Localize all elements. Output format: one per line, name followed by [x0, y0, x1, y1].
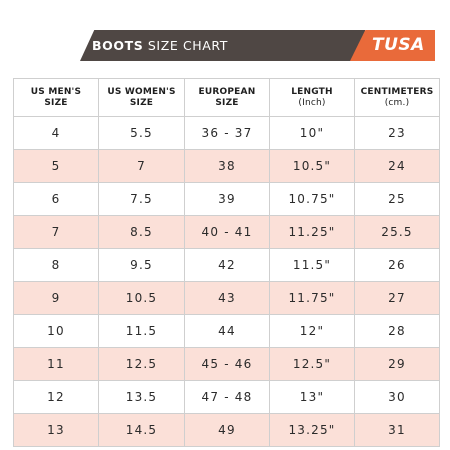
table-cell-length: 10.5"	[269, 149, 355, 183]
table-cell-european: 38	[184, 149, 270, 183]
column-header-line: SIZE	[215, 97, 239, 108]
column-header-european-size: EUROPEAN SIZE	[184, 78, 270, 117]
table-row: 12 13.5 47 - 48 13" 30	[13, 380, 440, 414]
table-cell-european: 47 - 48	[184, 380, 270, 414]
table-cell-us-mens: 4	[13, 116, 99, 150]
table-cell-us-mens: 7	[13, 215, 99, 249]
column-header-unit: (Inch)	[298, 97, 326, 108]
table-cell-centimeters: 29	[354, 347, 440, 381]
table-cell-us-womens: 8.5	[98, 215, 185, 249]
title-light-text: SIZE CHART	[147, 38, 229, 53]
table-cell-european: 44	[184, 314, 270, 348]
table-cell-us-womens: 12.5	[98, 347, 185, 381]
table-cell-us-mens: 12	[13, 380, 99, 414]
table-cell-us-womens: 9.5	[98, 248, 185, 282]
table-cell-us-womens: 11.5	[98, 314, 185, 348]
table-row: 4 5.5 36 - 37 10" 23	[13, 116, 440, 150]
table-cell-us-mens: 8	[13, 248, 99, 282]
table-cell-centimeters: 28	[354, 314, 440, 348]
table-cell-european: 40 - 41	[184, 215, 270, 249]
table-cell-centimeters: 25	[354, 182, 440, 216]
table-cell-us-womens: 10.5	[98, 281, 185, 315]
table-cell-length: 12"	[269, 314, 355, 348]
table-cell-us-mens: 6	[13, 182, 99, 216]
table-cell-european: 42	[184, 248, 270, 282]
table-cell-centimeters: 30	[354, 380, 440, 414]
size-chart-table: US MEN'S SIZE US WOMEN'S SIZE EUROPEAN S…	[13, 78, 440, 447]
table-cell-length: 11.25"	[269, 215, 355, 249]
table-cell-european: 36 - 37	[184, 116, 270, 150]
column-header-us-mens-size: US MEN'S SIZE	[13, 78, 99, 117]
table-cell-us-womens: 7	[98, 149, 185, 183]
table-header-row: US MEN'S SIZE US WOMEN'S SIZE EUROPEAN S…	[13, 78, 440, 117]
column-header-line: US WOMEN'S	[107, 86, 176, 97]
table-cell-centimeters: 25.5	[354, 215, 440, 249]
table-cell-centimeters: 27	[354, 281, 440, 315]
table-cell-length: 13"	[269, 380, 355, 414]
table-cell-european: 45 - 46	[184, 347, 270, 381]
table-cell-us-mens: 13	[13, 413, 99, 447]
column-header-line: LENGTH	[291, 86, 333, 97]
banner-title-panel	[80, 30, 365, 61]
table-cell-us-womens: 7.5	[98, 182, 185, 216]
brand-logo: TUSA	[350, 30, 435, 61]
brand-logo-text: TUSA	[372, 35, 425, 55]
column-header-line: CENTIMETERS	[360, 86, 434, 97]
table-cell-length: 12.5"	[269, 347, 355, 381]
column-header-line: SIZE	[129, 97, 154, 108]
column-header-line: US MEN'S	[30, 86, 82, 97]
table-cell-european: 43	[184, 281, 270, 315]
table-cell-centimeters: 31	[354, 413, 440, 447]
table-cell-us-womens: 5.5	[98, 116, 185, 150]
column-header-length: LENGTH (Inch)	[269, 78, 355, 117]
table-cell-length: 13.25"	[269, 413, 355, 447]
table-cell-us-mens: 5	[13, 149, 99, 183]
table-cell-length: 10.75"	[269, 182, 355, 216]
column-header-line: SIZE	[44, 97, 68, 108]
column-header-line: EUROPEAN	[198, 86, 256, 97]
table-row: 6 7.5 39 10.75" 25	[13, 182, 440, 216]
table-cell-us-womens: 13.5	[98, 380, 185, 414]
table-row: 8 9.5 42 11.5" 26	[13, 248, 440, 282]
table-row: 10 11.5 44 12" 28	[13, 314, 440, 348]
table-cell-us-mens: 9	[13, 281, 99, 315]
table-cell-european: 49	[184, 413, 270, 447]
table-cell-length: 11.5"	[269, 248, 355, 282]
table-cell-us-mens: 10	[13, 314, 99, 348]
table-cell-length: 11.75"	[269, 281, 355, 315]
table-cell-centimeters: 26	[354, 248, 440, 282]
table-row: 11 12.5 45 - 46 12.5" 29	[13, 347, 440, 381]
column-header-unit: (cm.)	[384, 97, 410, 108]
table-cell-us-womens: 14.5	[98, 413, 185, 447]
table-row: 9 10.5 43 11.75" 27	[13, 281, 440, 315]
column-header-centimeters: CENTIMETERS (cm.)	[354, 78, 440, 117]
table-row: 5 7 38 10.5" 24	[13, 149, 440, 183]
page-title: BOOTS SIZE CHART	[92, 30, 228, 61]
table-cell-length: 10"	[269, 116, 355, 150]
table-cell-centimeters: 24	[354, 149, 440, 183]
table-cell-us-mens: 11	[13, 347, 99, 381]
table-cell-centimeters: 23	[354, 116, 440, 150]
size-chart-banner: BOOTS SIZE CHART TUSA	[80, 30, 435, 61]
table-cell-european: 39	[184, 182, 270, 216]
column-header-us-womens-size: US WOMEN'S SIZE	[98, 78, 185, 117]
table-row: 13 14.5 49 13.25" 31	[13, 413, 440, 447]
table-row: 7 8.5 40 - 41 11.25" 25.5	[13, 215, 440, 249]
title-bold-text: BOOTS	[92, 38, 144, 53]
